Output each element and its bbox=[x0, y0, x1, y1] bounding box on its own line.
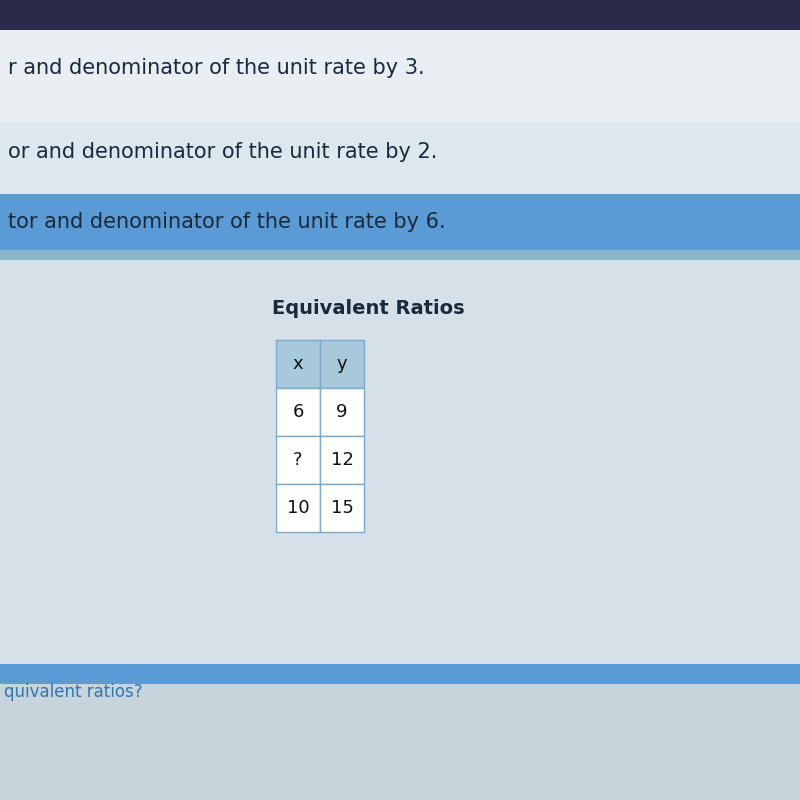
FancyBboxPatch shape bbox=[0, 260, 800, 664]
Text: 6: 6 bbox=[292, 403, 304, 421]
Text: r and denominator of the unit rate by 3.: r and denominator of the unit rate by 3. bbox=[8, 58, 425, 78]
Text: x: x bbox=[293, 355, 303, 373]
FancyBboxPatch shape bbox=[0, 0, 800, 30]
FancyBboxPatch shape bbox=[320, 388, 364, 436]
FancyBboxPatch shape bbox=[0, 664, 800, 684]
Text: or and denominator of the unit rate by 2.: or and denominator of the unit rate by 2… bbox=[8, 142, 438, 162]
Text: 15: 15 bbox=[330, 499, 354, 517]
FancyBboxPatch shape bbox=[320, 484, 364, 532]
Text: Equivalent Ratios: Equivalent Ratios bbox=[272, 298, 464, 318]
FancyBboxPatch shape bbox=[276, 436, 320, 484]
FancyBboxPatch shape bbox=[0, 122, 800, 194]
FancyBboxPatch shape bbox=[320, 340, 364, 388]
FancyBboxPatch shape bbox=[276, 340, 320, 388]
Text: 9: 9 bbox=[336, 403, 348, 421]
FancyBboxPatch shape bbox=[320, 436, 364, 484]
FancyBboxPatch shape bbox=[0, 194, 800, 250]
Text: quivalent ratios?: quivalent ratios? bbox=[4, 683, 142, 701]
FancyBboxPatch shape bbox=[276, 388, 320, 436]
Text: 12: 12 bbox=[330, 451, 354, 469]
Text: ?: ? bbox=[294, 451, 302, 469]
FancyBboxPatch shape bbox=[0, 684, 800, 800]
FancyBboxPatch shape bbox=[0, 250, 800, 260]
FancyBboxPatch shape bbox=[276, 484, 320, 532]
Text: y: y bbox=[337, 355, 347, 373]
Text: tor and denominator of the unit rate by 6.: tor and denominator of the unit rate by … bbox=[8, 212, 446, 232]
FancyBboxPatch shape bbox=[0, 30, 800, 122]
Text: 10: 10 bbox=[286, 499, 310, 517]
